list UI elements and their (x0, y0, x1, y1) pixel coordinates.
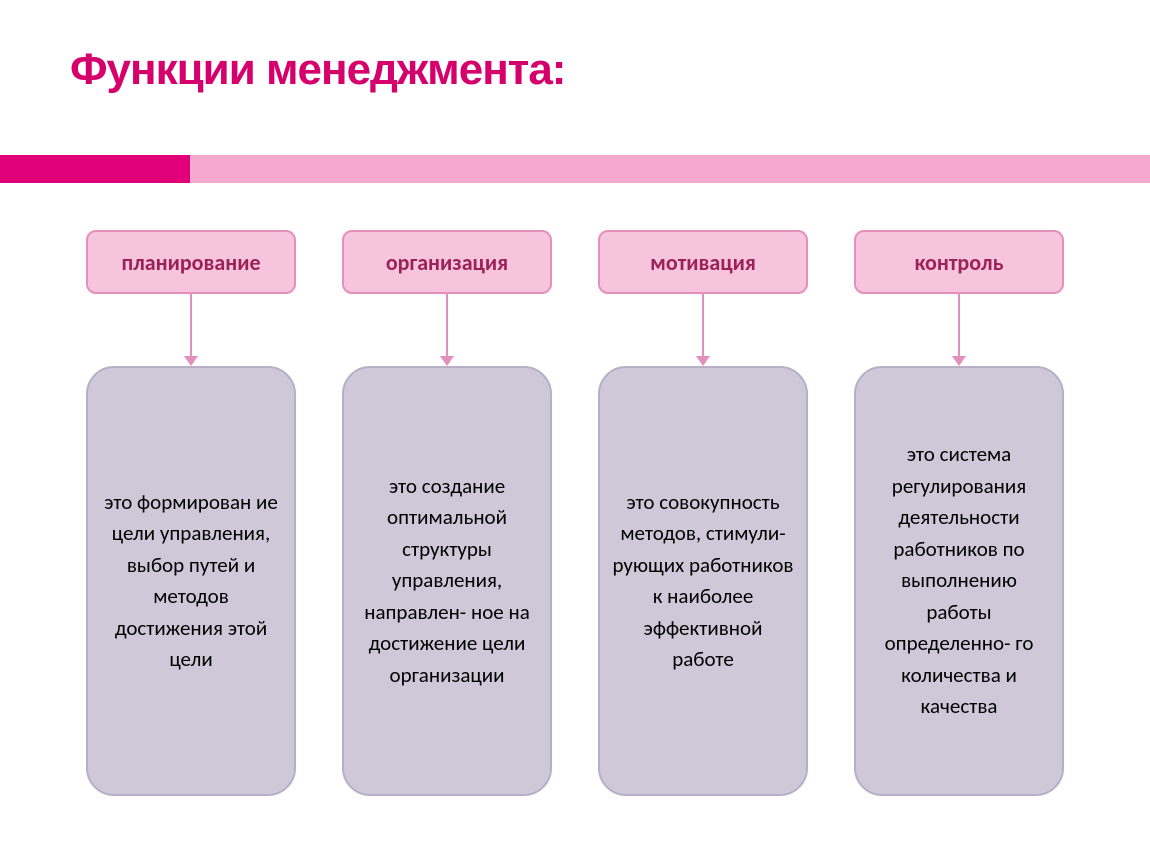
header-organization: организация (342, 230, 552, 294)
diagram-columns: планирование это формирован ие цели упра… (0, 230, 1150, 796)
arrow-planning (184, 294, 198, 366)
column-motivation: мотивация это совокупность методов, стим… (598, 230, 808, 796)
arrow-head-icon (952, 356, 966, 366)
arrow-head-icon (184, 356, 198, 366)
body-control: это система регулирования деятельности р… (854, 366, 1064, 796)
body-motivation: это совокупность методов, стимули- рующи… (598, 366, 808, 796)
body-planning: это формирован ие цели управления, выбор… (86, 366, 296, 796)
arrow-line (446, 294, 448, 356)
arrow-motivation (696, 294, 710, 366)
arrow-line (190, 294, 192, 356)
slide-title: Функции менеджмента: (70, 45, 565, 95)
accent-stripe (0, 155, 1150, 183)
arrow-head-icon (440, 356, 454, 366)
column-organization: организация это создание оптимальной стр… (342, 230, 552, 796)
header-motivation: мотивация (598, 230, 808, 294)
column-control: контроль это система регулирования деяте… (854, 230, 1064, 796)
accent-stripe-dark (0, 155, 190, 183)
arrow-line (958, 294, 960, 356)
header-control: контроль (854, 230, 1064, 294)
column-planning: планирование это формирован ие цели упра… (86, 230, 296, 796)
accent-stripe-light (190, 155, 1150, 183)
body-organization: это создание оптимальной структуры управ… (342, 366, 552, 796)
arrow-line (702, 294, 704, 356)
header-planning: планирование (86, 230, 296, 294)
arrow-organization (440, 294, 454, 366)
arrow-head-icon (696, 356, 710, 366)
arrow-control (952, 294, 966, 366)
